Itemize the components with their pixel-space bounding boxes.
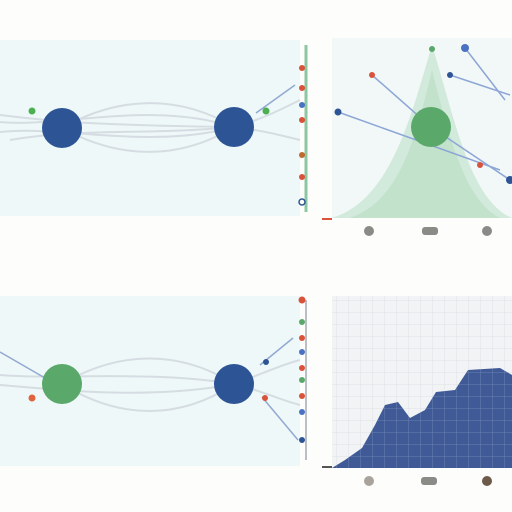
axis-blobs <box>364 476 492 486</box>
area <box>332 368 512 468</box>
edge <box>261 396 299 441</box>
edge <box>0 351 46 379</box>
bell-panel <box>322 38 512 236</box>
edge <box>255 84 296 114</box>
dots <box>334 44 512 184</box>
axis-blobs <box>364 226 492 236</box>
node <box>214 364 254 404</box>
node <box>214 107 254 147</box>
dot <box>262 395 268 401</box>
network-panel <box>0 296 307 466</box>
dot <box>263 359 269 365</box>
dot <box>28 107 36 115</box>
network-panel <box>0 40 308 216</box>
node <box>42 364 82 404</box>
dot <box>262 107 270 115</box>
side-dots <box>298 296 306 443</box>
area-panel <box>322 296 512 486</box>
side-dots <box>298 65 306 206</box>
node <box>411 107 451 147</box>
dot <box>28 394 36 402</box>
node <box>42 108 82 148</box>
